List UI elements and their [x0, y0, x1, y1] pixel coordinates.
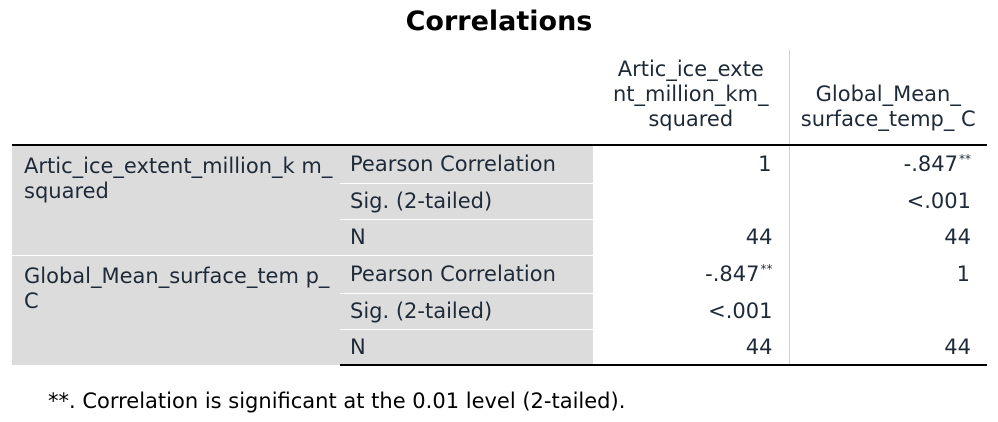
- header-blank: [340, 50, 593, 145]
- value-cell: 1: [593, 144, 790, 183]
- value-cell: -.847**: [789, 144, 987, 183]
- value-text: 1: [956, 262, 970, 286]
- value-cell: <.001: [789, 182, 987, 219]
- column-header-artic-ice: Artic_ice_exte nt_million_km_ squared: [593, 50, 790, 145]
- significance-mark: **: [760, 262, 773, 276]
- table-row: N 44 44: [12, 218, 987, 255]
- stat-label: N: [340, 328, 593, 366]
- value-cell: 44: [593, 218, 790, 255]
- stat-label: Sig. (2-tailed): [340, 182, 593, 219]
- correlations-table: Artic_ice_exte nt_million_km_ squared Gl…: [12, 50, 987, 366]
- significance-mark: **: [959, 152, 971, 167]
- table-title: Correlations: [405, 6, 593, 37]
- value-text: -.847: [903, 152, 958, 177]
- value-cell: [789, 292, 987, 329]
- value-cell: 44: [593, 328, 790, 366]
- value-cell: 44: [789, 328, 987, 366]
- value-cell: 1: [789, 254, 987, 293]
- value-cell: -.847**: [593, 254, 790, 293]
- header-blank: [12, 50, 340, 145]
- row-label-global-temp: Global_Mean_surface_tem p_C: [12, 254, 340, 365]
- stat-label: N: [340, 218, 593, 255]
- table-row: Sig. (2-tailed) <.001: [12, 182, 987, 219]
- table-row: Sig. (2-tailed) <.001: [12, 292, 987, 329]
- table-row: Artic_ice_extent_million_k m_squared Pea…: [12, 144, 987, 255]
- row-label-artic-ice: Artic_ice_extent_million_k m_squared: [12, 144, 340, 255]
- header-row: Artic_ice_exte nt_million_km_ squared Gl…: [12, 50, 987, 145]
- column-header-global-temp: Global_Mean_ surface_temp_ C: [800, 82, 976, 131]
- value-text: 1: [758, 152, 772, 177]
- stat-label: Pearson Correlation: [340, 254, 593, 293]
- footnote: **. Correlation is significant at the 0.…: [48, 389, 626, 413]
- value-cell: [593, 182, 790, 219]
- table-row: Global_Mean_surface_tem p_C Pearson Corr…: [12, 254, 987, 365]
- value-text: -.847: [705, 262, 760, 286]
- stat-label: Pearson Correlation: [340, 144, 593, 183]
- value-cell: <.001: [593, 292, 790, 329]
- table-row: N 44 44: [12, 328, 987, 366]
- value-cell: 44: [789, 218, 987, 255]
- stat-label: Sig. (2-tailed): [340, 292, 593, 329]
